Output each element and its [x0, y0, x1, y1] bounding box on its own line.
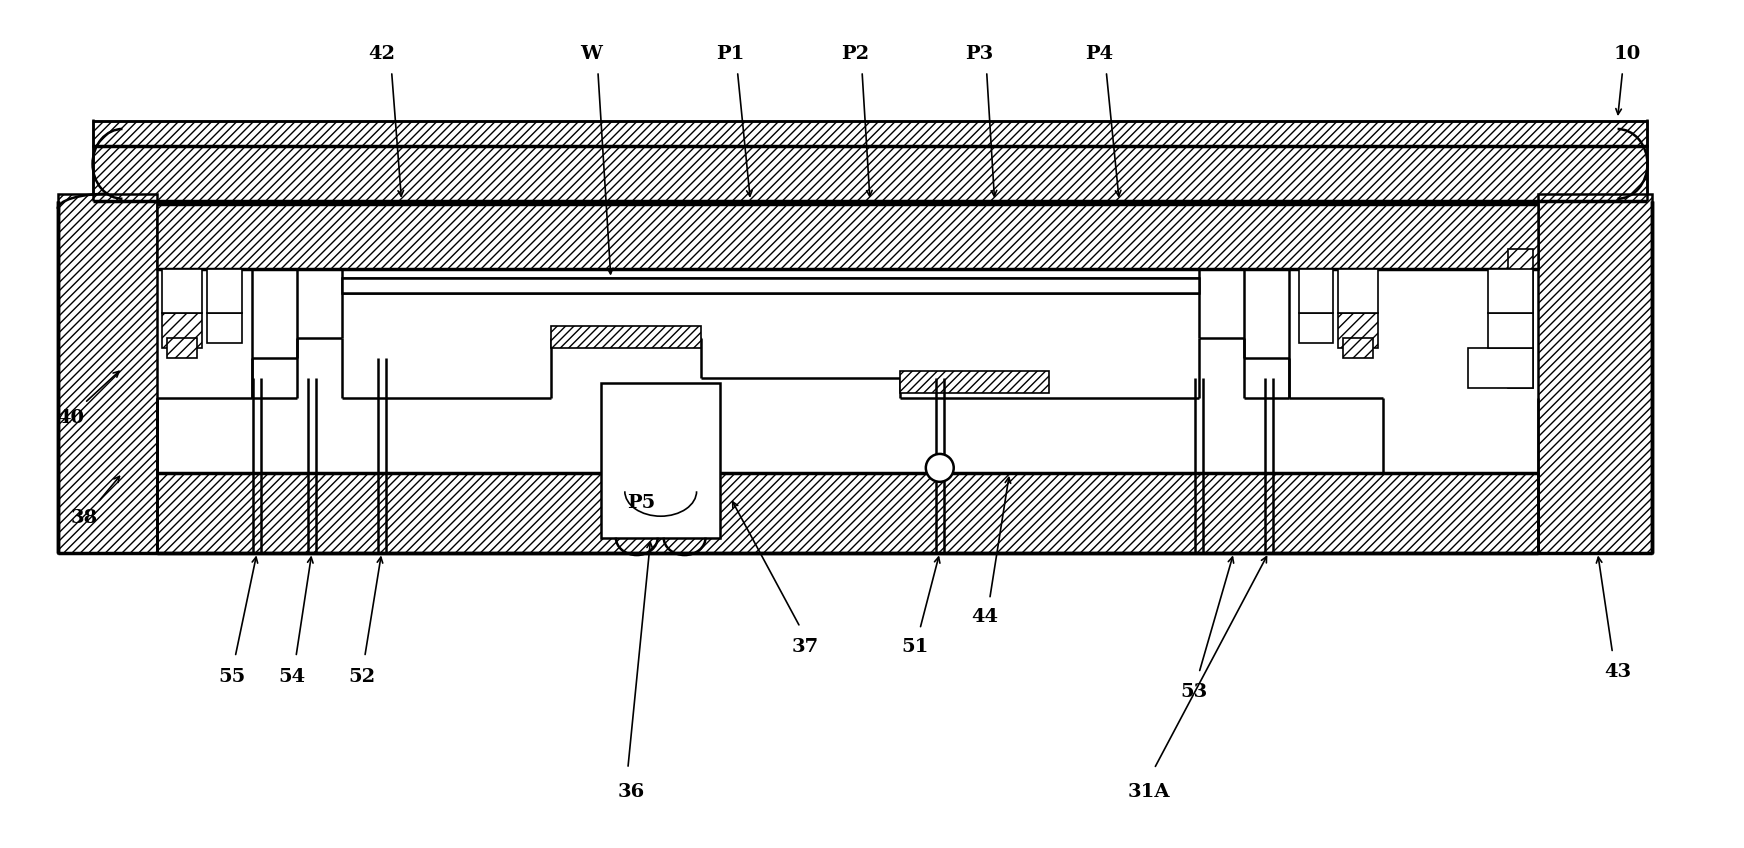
Text: P4: P4 — [1085, 45, 1113, 64]
Text: 44: 44 — [971, 608, 998, 627]
Bar — [208, 314, 242, 343]
Bar — [157, 473, 1538, 553]
Bar — [1343, 338, 1373, 358]
Bar — [162, 269, 202, 314]
Bar — [1338, 314, 1378, 349]
Bar — [157, 269, 1538, 473]
Bar — [162, 314, 202, 349]
Text: 42: 42 — [368, 45, 396, 64]
Text: P3: P3 — [966, 45, 994, 64]
Bar — [58, 193, 157, 553]
Bar — [208, 269, 242, 314]
Text: 51: 51 — [902, 639, 928, 656]
Text: 36: 36 — [617, 783, 645, 801]
Text: 40: 40 — [58, 409, 84, 427]
Bar — [602, 383, 720, 538]
Bar — [551, 326, 701, 349]
Bar — [342, 278, 1198, 293]
Bar — [92, 146, 1648, 201]
Bar — [1509, 248, 1533, 388]
Bar — [92, 121, 1648, 146]
Bar — [1488, 269, 1533, 314]
Bar — [157, 204, 1538, 269]
Text: 52: 52 — [349, 668, 375, 686]
Bar — [1338, 269, 1378, 314]
Bar — [1488, 314, 1533, 349]
Bar — [1538, 193, 1652, 553]
Bar — [1299, 314, 1334, 343]
Bar — [900, 371, 1050, 393]
Text: 38: 38 — [72, 509, 98, 527]
Text: 55: 55 — [218, 668, 246, 686]
Text: 53: 53 — [1181, 683, 1207, 701]
Circle shape — [926, 454, 954, 482]
Text: 10: 10 — [1613, 45, 1641, 64]
Text: P5: P5 — [626, 494, 656, 511]
Bar — [1299, 269, 1334, 314]
Bar — [167, 338, 197, 358]
Text: 54: 54 — [279, 668, 305, 686]
Bar — [1468, 349, 1533, 388]
Text: 37: 37 — [792, 639, 818, 656]
Text: W: W — [581, 45, 602, 64]
Text: 43: 43 — [1604, 663, 1631, 681]
Text: 31A: 31A — [1128, 783, 1170, 801]
Text: P2: P2 — [841, 45, 869, 64]
Text: P1: P1 — [717, 45, 745, 64]
